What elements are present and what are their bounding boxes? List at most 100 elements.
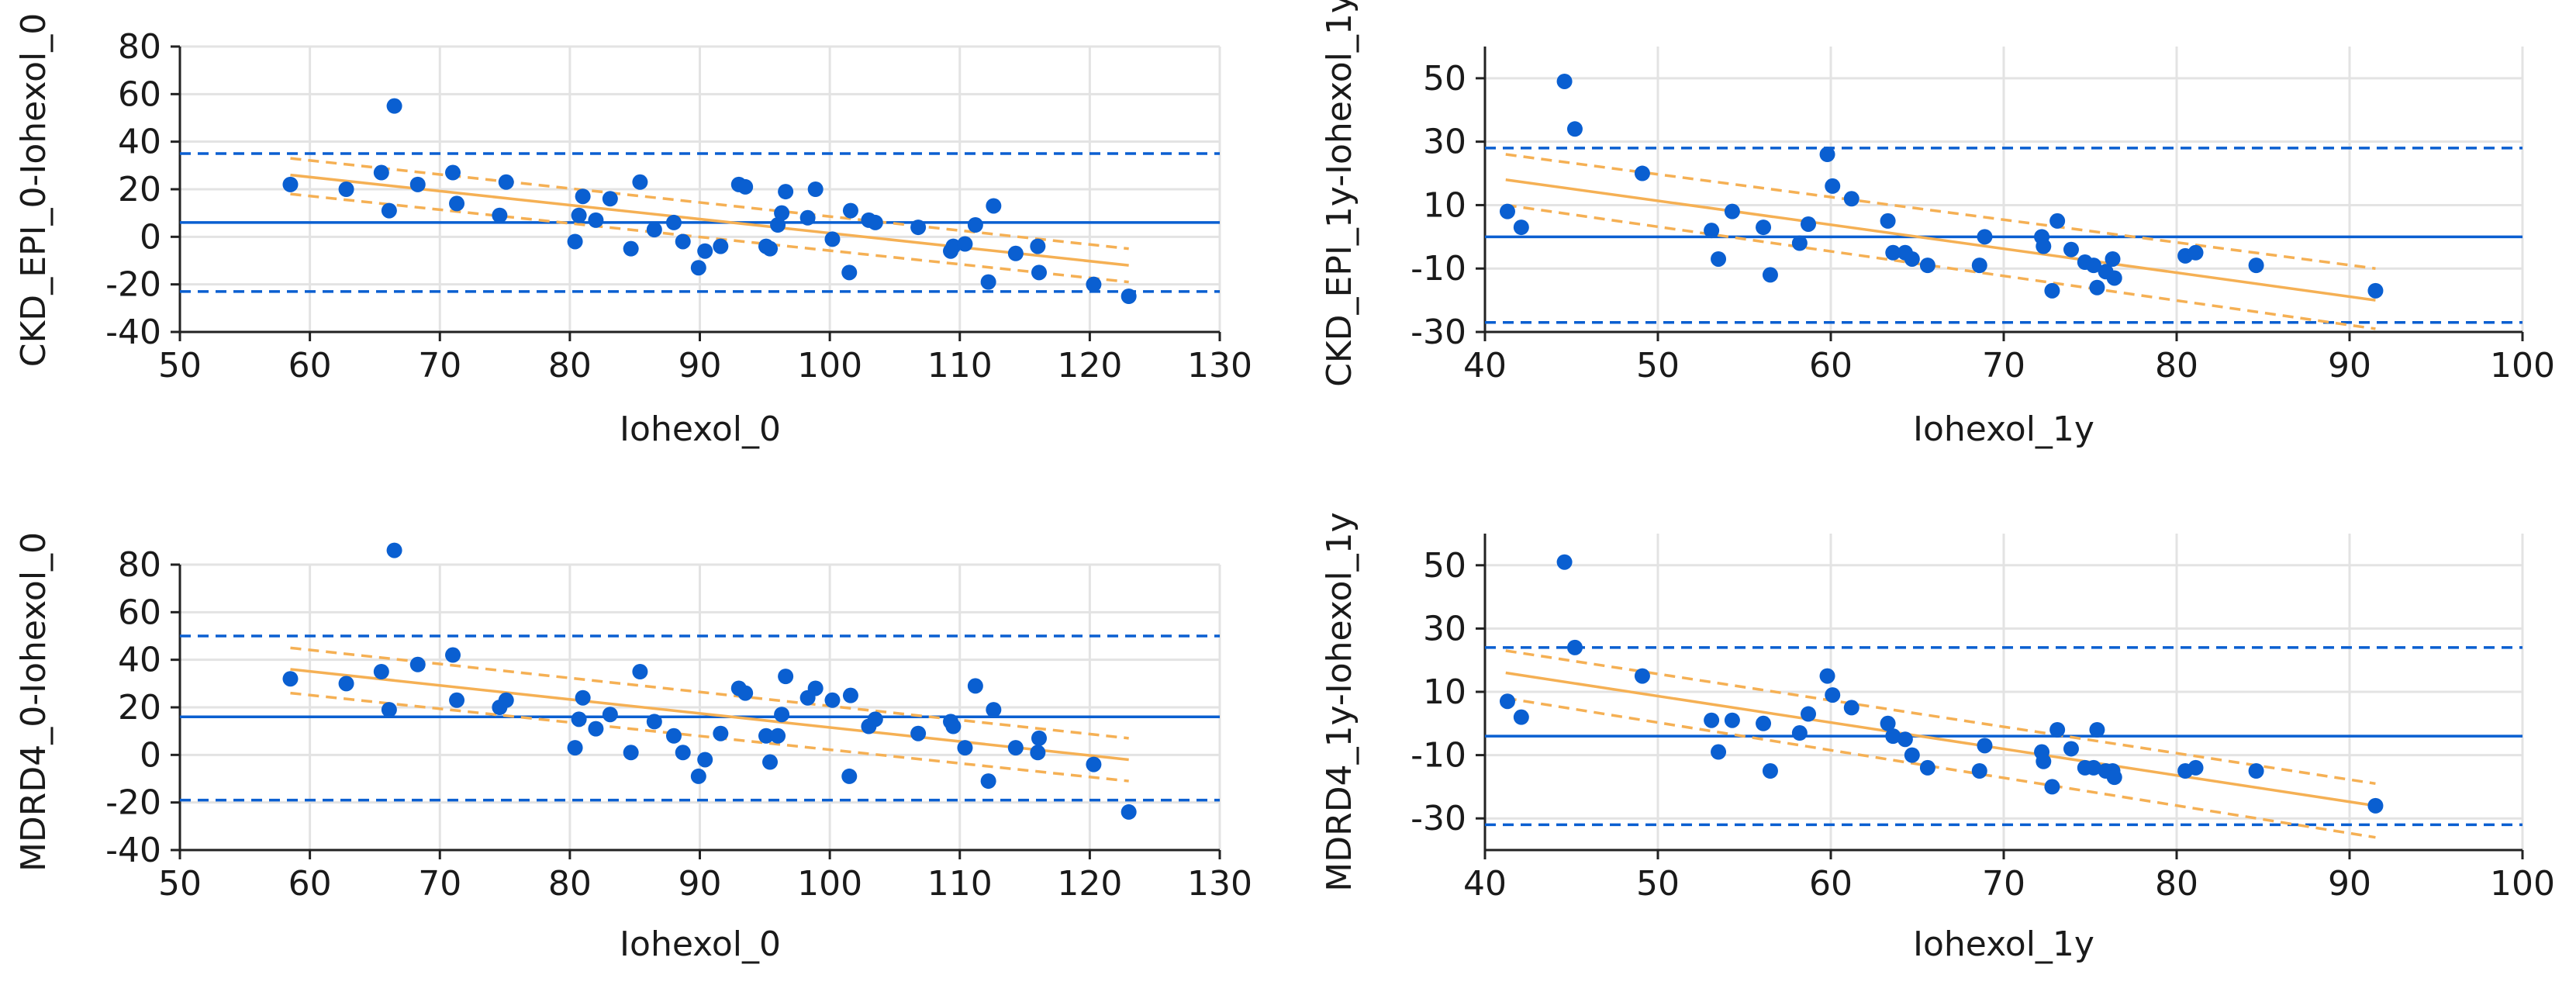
- data-point: [282, 176, 299, 192]
- data-point: [498, 692, 514, 708]
- y-tick-label: 20: [118, 688, 161, 728]
- data-point: [575, 690, 591, 706]
- data-point: [758, 728, 774, 744]
- data-point: [1634, 668, 1650, 684]
- x-tick-label: 100: [797, 346, 862, 385]
- data-point: [282, 671, 299, 687]
- data-point: [824, 231, 841, 247]
- x-tick-label: 40: [1463, 346, 1507, 385]
- data-point: [2106, 769, 2122, 786]
- x-tick-label: 120: [1057, 346, 1122, 385]
- data-point: [1566, 639, 1583, 655]
- data-point: [1843, 191, 1859, 207]
- data-point: [957, 236, 973, 252]
- data-point: [986, 702, 1002, 718]
- x-tick-label: 110: [927, 346, 993, 385]
- data-point: [1634, 165, 1650, 181]
- data-point: [381, 702, 397, 718]
- regression-line: [1505, 671, 2376, 807]
- y-tick-label: 0: [140, 735, 161, 775]
- data-point: [1819, 147, 1835, 163]
- data-point: [774, 205, 790, 221]
- panel-0-xlabel: Iohexol_0: [620, 410, 781, 449]
- x-tick-label: 100: [2490, 346, 2555, 385]
- data-point: [1499, 203, 1515, 219]
- data-point: [1819, 668, 1835, 684]
- data-point: [867, 711, 883, 728]
- y-tick-label: 80: [118, 545, 161, 585]
- data-point: [2049, 213, 2066, 229]
- panel-3-xlabel: Iohexol_1y: [1913, 925, 2094, 964]
- x-tick-label: 120: [1057, 864, 1122, 904]
- y-tick-label: 30: [1423, 123, 1466, 162]
- x-tick-label: 100: [2490, 864, 2555, 904]
- data-point: [588, 212, 604, 228]
- data-point: [1704, 712, 1720, 728]
- data-point: [602, 707, 618, 723]
- data-point: [690, 768, 706, 784]
- data-point: [665, 214, 682, 230]
- data-point: [1904, 251, 1920, 267]
- data-point: [623, 240, 639, 257]
- data-point: [602, 191, 618, 207]
- data-point: [445, 164, 461, 181]
- data-point: [1880, 213, 1896, 229]
- data-point: [409, 656, 426, 672]
- data-point: [1513, 219, 1529, 236]
- data-point: [1086, 756, 1102, 772]
- data-point: [841, 264, 858, 281]
- ci-upper-line: [290, 157, 1129, 251]
- data-point: [571, 711, 587, 728]
- data-point: [1121, 289, 1137, 304]
- data-point: [2036, 238, 2052, 254]
- data-point: [1724, 712, 1740, 728]
- data-point: [842, 202, 858, 219]
- panel-ckd-epi-0: CKD_EPI_0-Iohexol_0 Iohexol_0 50 60 70 80 90…: [14, 13, 1252, 449]
- data-point: [1919, 257, 1935, 274]
- data-point: [762, 754, 779, 770]
- data-point: [713, 725, 729, 741]
- data-point: [2367, 282, 2384, 299]
- data-point: [2063, 241, 2079, 257]
- data-point: [646, 222, 662, 238]
- x-tick-label: 60: [1809, 346, 1853, 385]
- regression-line: [290, 173, 1129, 267]
- data-point: [778, 184, 794, 200]
- regression-line: [290, 668, 1129, 762]
- data-point: [1880, 715, 1896, 731]
- x-tick-label: 80: [548, 346, 592, 385]
- data-point: [807, 181, 824, 197]
- data-point: [1756, 219, 1772, 236]
- y-tick-label: -10: [1411, 249, 1466, 289]
- x-tick-label: 90: [2328, 346, 2371, 385]
- data-point: [1711, 251, 1727, 267]
- x-tick-label: 80: [548, 864, 592, 904]
- x-tick-label: 90: [679, 864, 722, 904]
- data-point: [967, 217, 983, 233]
- data-point: [1791, 725, 1808, 741]
- data-point: [1919, 759, 1935, 776]
- data-point: [1977, 229, 1993, 245]
- data-point: [957, 740, 973, 756]
- data-point: [2044, 779, 2060, 795]
- data-point: [1843, 700, 1859, 716]
- data-point: [567, 740, 583, 756]
- data-point: [980, 773, 996, 790]
- data-point: [567, 233, 583, 250]
- data-point: [575, 188, 591, 205]
- panel-2-ylabel: MDRD4_0-Iohexol_0: [14, 532, 54, 872]
- data-point: [2089, 721, 2105, 738]
- data-point: [697, 752, 713, 768]
- data-point: [1007, 740, 1024, 756]
- y-tick-label: 50: [1423, 59, 1466, 98]
- x-tick-label: 60: [288, 346, 332, 385]
- panel-2-xlabel: Iohexol_0: [620, 925, 781, 964]
- data-point: [824, 692, 841, 708]
- data-point: [2049, 721, 2066, 738]
- data-point: [713, 238, 729, 254]
- y-tick-label: 0: [140, 217, 161, 257]
- x-tick-label: 100: [797, 864, 862, 904]
- panel-3-ylabel: MDRD4_1y-Iohexol_1y: [1320, 512, 1359, 891]
- y-tick-label: -20: [105, 783, 161, 823]
- y-tick-label: 20: [118, 170, 161, 209]
